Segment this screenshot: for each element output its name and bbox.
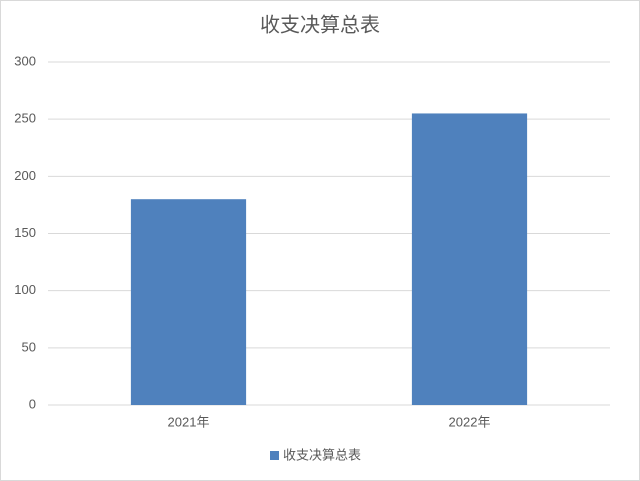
- y-tick-label: 250: [14, 111, 36, 126]
- y-tick-label: 200: [14, 168, 36, 183]
- y-tick-label: 100: [14, 282, 36, 297]
- legend-swatch: [270, 451, 279, 460]
- y-tick-label: 0: [29, 396, 36, 411]
- x-tick-label: 2021年: [168, 414, 210, 429]
- chart-title: 收支决算总表: [260, 13, 380, 36]
- y-tick-label: 150: [14, 225, 36, 240]
- y-tick-label: 50: [22, 339, 36, 354]
- legend-label: 收支决算总表: [283, 447, 361, 462]
- bar: [130, 199, 247, 405]
- y-tick-label: 300: [14, 53, 36, 68]
- x-tick-label: 2022年: [449, 414, 491, 429]
- bar: [411, 113, 528, 405]
